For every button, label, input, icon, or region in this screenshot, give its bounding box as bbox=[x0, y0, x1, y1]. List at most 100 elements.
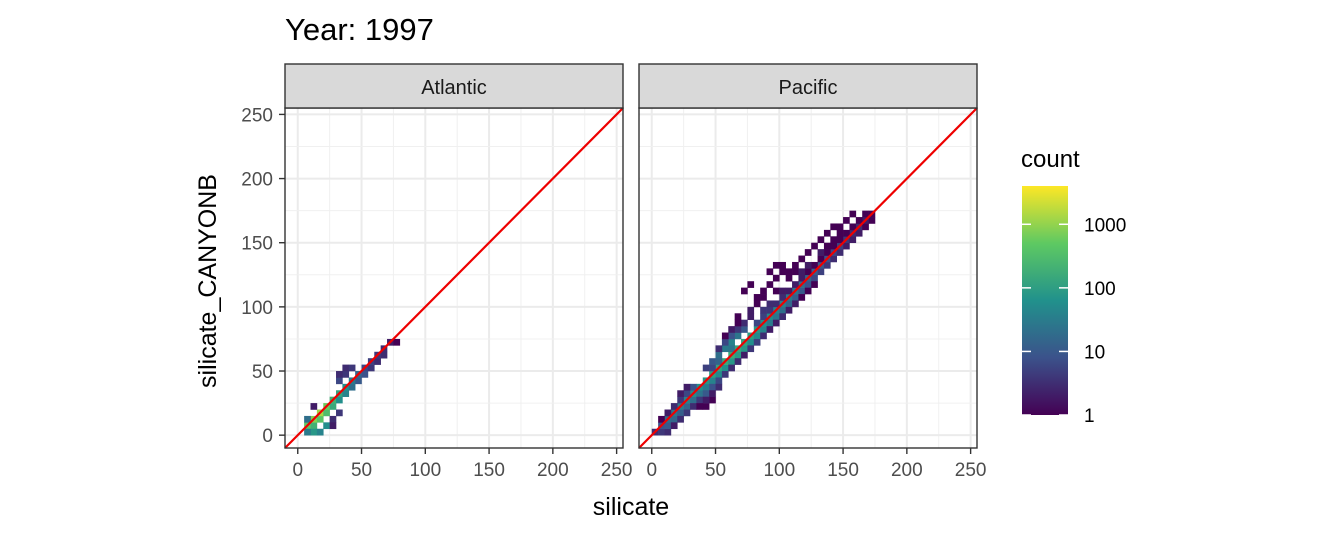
heatmap-bin bbox=[747, 281, 755, 288]
heatmap-bin bbox=[811, 274, 818, 282]
x-tick-label: 100 bbox=[763, 460, 795, 481]
heatmap-bin bbox=[823, 229, 831, 237]
heatmap-bin bbox=[658, 428, 665, 436]
heatmap-bin bbox=[772, 319, 780, 327]
heatmap-bin bbox=[721, 364, 729, 372]
heatmap-bin bbox=[792, 261, 799, 269]
heatmap-bin bbox=[843, 217, 850, 224]
heatmap-bin bbox=[393, 338, 401, 346]
heatmap-bin bbox=[728, 364, 735, 372]
heatmap-bins bbox=[651, 210, 876, 436]
heatmap-bin bbox=[696, 390, 704, 397]
x-tick-label: 250 bbox=[601, 460, 633, 481]
heatmap-bin bbox=[728, 326, 735, 333]
heatmap-bin bbox=[670, 415, 678, 423]
heatmap-bin bbox=[728, 345, 735, 353]
heatmap-bin bbox=[760, 294, 767, 301]
heatmap-bin bbox=[855, 217, 863, 224]
heatmap-bin bbox=[766, 319, 774, 327]
x-tick-label: 150 bbox=[473, 460, 505, 481]
heatmap-bin bbox=[830, 223, 837, 231]
heatmap-bin bbox=[779, 261, 786, 269]
heatmap-bin bbox=[862, 210, 869, 218]
legend-ticks: 1 10 100 1000 bbox=[1022, 215, 1126, 427]
heatmap-bin bbox=[709, 377, 716, 385]
heatmap-bin bbox=[715, 383, 723, 391]
heatmap-bin bbox=[721, 332, 729, 340]
heatmap-bin bbox=[817, 249, 825, 256]
heatmap-bin bbox=[709, 364, 716, 372]
heatmap-bin bbox=[811, 242, 818, 250]
heatmap-bin bbox=[779, 287, 786, 295]
heatmap-bin bbox=[753, 300, 761, 308]
heatmap-bin bbox=[316, 415, 324, 423]
heatmap-bin bbox=[785, 306, 793, 314]
heatmap-bin bbox=[664, 409, 672, 417]
heatmap-bin bbox=[741, 287, 748, 295]
heatmap-bin bbox=[715, 377, 723, 385]
heatmap-bin bbox=[836, 249, 844, 256]
heatmap-bin bbox=[310, 422, 318, 430]
heatmap-bin bbox=[785, 274, 793, 282]
heatmap-bin bbox=[792, 300, 799, 308]
y-tick-label: 50 bbox=[252, 362, 273, 383]
heatmap-bin bbox=[304, 428, 311, 436]
heatmap-bin bbox=[734, 332, 742, 340]
heatmap-bin bbox=[766, 281, 774, 288]
y-axis-label: silicate_CANYONB bbox=[194, 174, 222, 388]
heatmap-bin bbox=[779, 294, 786, 301]
heatmap-bin bbox=[760, 313, 767, 320]
heatmap-bin bbox=[323, 422, 330, 430]
heatmap-bin bbox=[798, 274, 806, 282]
heatmap-bin bbox=[772, 313, 780, 320]
heatmap-bin bbox=[709, 390, 716, 397]
heatmap-bin bbox=[753, 319, 761, 327]
heatmap-bin bbox=[785, 268, 793, 276]
heatmap-bin bbox=[702, 403, 710, 410]
legend-title: count bbox=[1021, 146, 1080, 173]
heatmap-bin bbox=[683, 390, 691, 397]
heatmap-bin bbox=[766, 306, 774, 314]
heatmap-bin bbox=[830, 255, 837, 263]
heatmap-bin bbox=[817, 268, 825, 276]
legend-tick-label: 100 bbox=[1084, 279, 1116, 300]
heatmap-bin bbox=[836, 236, 844, 244]
heatmap-bin bbox=[811, 261, 818, 269]
legend-colorbar bbox=[1022, 186, 1068, 415]
heatmap-bin bbox=[760, 306, 767, 314]
heatmap-bin bbox=[721, 345, 729, 353]
heatmap-bin bbox=[715, 371, 723, 378]
heatmap-bin bbox=[804, 268, 812, 276]
heatmap-bin bbox=[316, 428, 324, 436]
heatmap-bin bbox=[702, 390, 710, 397]
heatmap-bin bbox=[728, 358, 735, 365]
heatmap-bin bbox=[664, 428, 672, 436]
heatmap-bin bbox=[702, 396, 710, 404]
heatmap-bin bbox=[734, 351, 742, 359]
heatmap-bin bbox=[670, 422, 678, 430]
heatmap-bin bbox=[747, 306, 755, 314]
heatmap-bin bbox=[817, 236, 825, 244]
heatmap-bin bbox=[804, 287, 812, 295]
heatmap-bin bbox=[683, 403, 691, 410]
panel-atlantic: Atlantic 0 50 100 150 200 250 0 50 100 150 200 250 bbox=[241, 63, 633, 481]
heatmap-bin bbox=[715, 351, 723, 359]
heatmap-bin bbox=[836, 223, 844, 231]
facet-label: Atlantic bbox=[421, 77, 487, 99]
y-tick-label: 0 bbox=[262, 426, 273, 447]
heatmap-bin bbox=[804, 281, 812, 288]
x-tick-label: 250 bbox=[955, 460, 987, 481]
heatmap-bin bbox=[683, 383, 691, 391]
heatmap-bin bbox=[849, 236, 857, 244]
heatmap-bin bbox=[830, 242, 837, 250]
heatmap-bin bbox=[849, 223, 857, 231]
grid bbox=[285, 108, 623, 448]
heatmap-bin bbox=[709, 383, 716, 391]
heatmap-bin bbox=[715, 345, 723, 353]
heatmap-bin bbox=[342, 364, 350, 372]
legend-tick-label: 1 bbox=[1084, 406, 1095, 427]
x-tick-label: 0 bbox=[646, 460, 657, 481]
heatmap-bin bbox=[772, 287, 780, 295]
heatmap-bin bbox=[348, 364, 356, 372]
